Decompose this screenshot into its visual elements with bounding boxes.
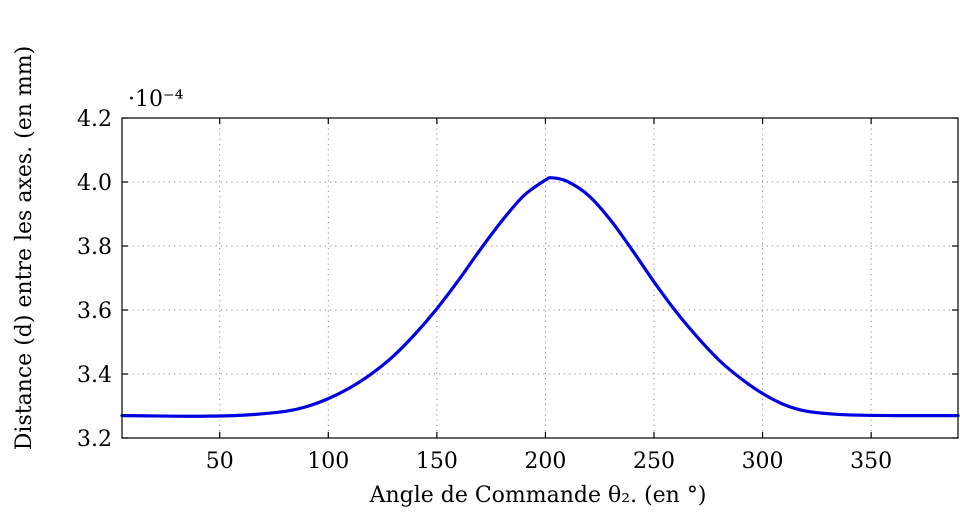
x-tick-label: 200: [524, 449, 566, 474]
plot-frame: [121, 117, 959, 439]
y-scale-label: ·10⁻⁴: [128, 87, 184, 112]
series-layer: [120, 176, 960, 418]
y-tick-label: 4.2: [77, 107, 112, 132]
x-tick-label: 350: [850, 449, 892, 474]
y-tick-label: 3.6: [77, 299, 112, 324]
ticks: 50 100 150 200 250 300 350 3.2 3.4 3.6 3.8 4.0 4.2: [77, 107, 958, 474]
y-tick-label: 4.0: [77, 171, 112, 196]
y-tick-label: 3.4: [77, 363, 112, 388]
x-tick-label: 150: [416, 449, 458, 474]
x-tick-label: 300: [742, 449, 784, 474]
x-tick-label: 250: [633, 449, 675, 474]
y-tick-label: 3.2: [77, 427, 112, 452]
x-axis-label: Angle de Commande θ₂. (en °): [369, 483, 707, 508]
y-axis-label: Distance (d) entre les axes. (en mm): [12, 46, 37, 450]
series-line: [120, 176, 960, 418]
x-tick-label: 50: [206, 449, 234, 474]
x-tick-label: 100: [307, 449, 349, 474]
grid: [122, 118, 958, 438]
y-tick-label: 3.8: [77, 235, 112, 260]
